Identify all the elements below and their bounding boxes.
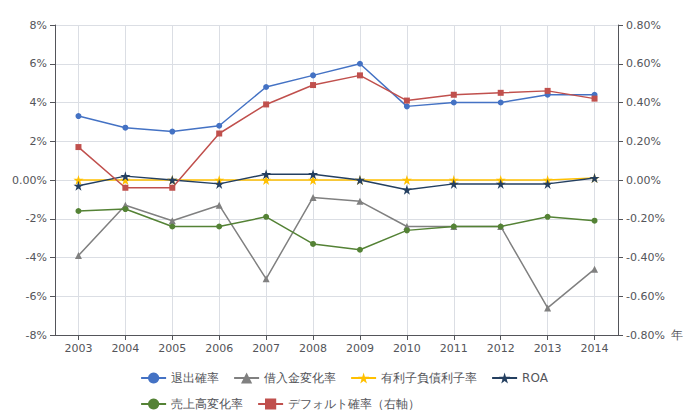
svg-text:4%: 4% [30, 96, 47, 109]
svg-text:0.00%: 0.00% [626, 174, 661, 187]
svg-text:-0.20%: -0.20% [626, 212, 665, 225]
svg-text:2%: 2% [30, 135, 47, 148]
svg-text:8%: 8% [30, 19, 47, 32]
svg-text:-4%: -4% [26, 251, 47, 264]
svg-text:2010: 2010 [393, 342, 421, 355]
svg-text:0.00%: 0.00% [12, 174, 47, 187]
svg-text:有利子負債利子率: 有利子負債利子率 [381, 371, 477, 385]
svg-text:-0.60%: -0.60% [626, 290, 665, 303]
svg-text:2005: 2005 [158, 342, 186, 355]
svg-text:2011: 2011 [440, 342, 468, 355]
svg-text:-6%: -6% [26, 290, 47, 303]
svg-text:ROA: ROA [522, 371, 549, 385]
svg-text:2006: 2006 [205, 342, 233, 355]
svg-text:売上高変化率: 売上高変化率 [171, 397, 243, 411]
svg-text:2013: 2013 [534, 342, 562, 355]
svg-text:-2%: -2% [26, 212, 47, 225]
svg-text:2012: 2012 [487, 342, 515, 355]
svg-text:退出確率: 退出確率 [171, 371, 219, 385]
svg-text:2009: 2009 [346, 342, 374, 355]
svg-text:借入金変化率: 借入金変化率 [264, 371, 336, 385]
svg-text:-0.40%: -0.40% [626, 251, 665, 264]
svg-text:0.20%: 0.20% [626, 135, 661, 148]
svg-text:2004: 2004 [111, 342, 139, 355]
svg-text:年: 年 [671, 328, 683, 342]
svg-text:2003: 2003 [64, 342, 92, 355]
svg-text:-8%: -8% [26, 329, 47, 342]
svg-text:2014: 2014 [581, 342, 609, 355]
svg-text:2007: 2007 [252, 342, 280, 355]
svg-text:0.40%: 0.40% [626, 96, 661, 109]
svg-text:-0.80%: -0.80% [626, 329, 665, 342]
svg-text:2008: 2008 [299, 342, 327, 355]
svg-text:0.60%: 0.60% [626, 57, 661, 70]
svg-text:6%: 6% [30, 57, 47, 70]
svg-text:0.80%: 0.80% [626, 19, 661, 32]
svg-text:デフォルト確率（右軸）: デフォルト確率（右軸） [288, 397, 420, 411]
